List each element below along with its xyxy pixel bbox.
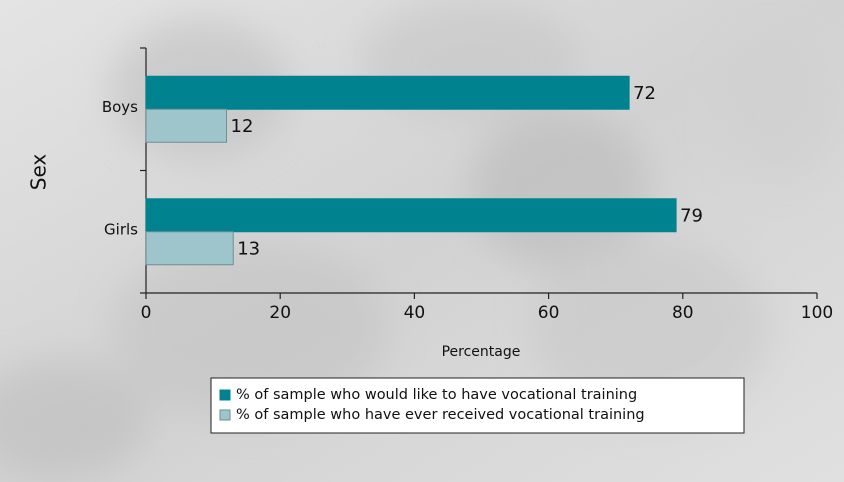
value-label: 79 (680, 205, 703, 226)
x-tick-label: 0 (141, 303, 152, 323)
x-tick-label: 20 (269, 303, 291, 323)
chart: Sex Percentage 0 20 40 60 80 100 Boys 72 12 Girls… (0, 0, 844, 482)
x-axis-title: Percentage (442, 344, 521, 360)
legend-label: % of sample who would like to have vocat… (236, 387, 637, 403)
bar (146, 232, 233, 265)
value-label: 12 (231, 116, 254, 137)
bar (146, 199, 676, 232)
y-tick-label: Boys (102, 98, 138, 116)
x-tick-label: 80 (672, 303, 694, 323)
x-tick-label: 100 (801, 303, 833, 323)
y-axis-title: Sex (27, 154, 51, 191)
legend-swatch (220, 390, 230, 400)
legend-swatch (220, 410, 230, 420)
x-tick-label: 40 (404, 303, 426, 323)
bar (146, 76, 629, 109)
y-tick-label: Girls (104, 220, 138, 238)
x-tick-label: 60 (538, 303, 560, 323)
bar (146, 109, 227, 142)
value-label: 72 (633, 83, 656, 104)
legend-label: % of sample who have ever received vocat… (236, 407, 645, 423)
value-label: 13 (237, 238, 260, 259)
